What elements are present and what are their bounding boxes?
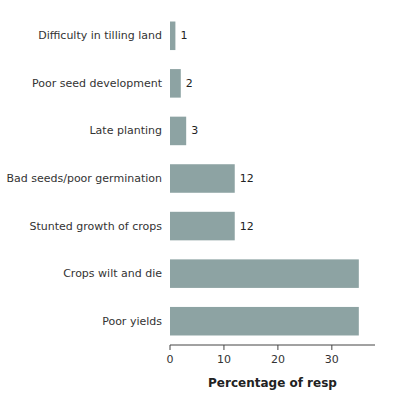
data-label: 12: [240, 220, 254, 233]
data-label: 1: [180, 29, 187, 42]
bar: [170, 212, 235, 241]
tick-label: 30: [325, 353, 339, 366]
category-label: Poor seed development: [32, 77, 163, 90]
x-axis-title: Percentage of resp: [208, 376, 337, 390]
bar: [170, 164, 235, 193]
bar: [170, 69, 181, 98]
data-label: 3: [191, 124, 198, 137]
category-label: Crops wilt and die: [63, 267, 162, 280]
category-label: Bad seeds/poor germination: [6, 172, 162, 185]
tick-mark: [170, 345, 171, 350]
tick-mark: [277, 345, 278, 350]
data-label: 2: [186, 77, 193, 90]
tick-mark: [331, 345, 332, 350]
category-label: Late planting: [89, 124, 162, 137]
category-label: Poor yields: [102, 315, 162, 328]
chart: Difficulty in tilling land Poor seed deve…: [0, 0, 397, 397]
bar: [170, 117, 186, 146]
tick-label: 20: [271, 353, 285, 366]
data-label: 12: [240, 172, 254, 185]
bar: [170, 22, 175, 51]
category-labels: Difficulty in tilling land Poor seed deve…: [6, 29, 162, 327]
bar: [170, 307, 359, 336]
category-label: Stunted growth of crops: [30, 220, 163, 233]
tick-label: 10: [217, 353, 231, 366]
tick-mark: [223, 345, 224, 350]
bars: [170, 22, 359, 336]
bar: [170, 259, 359, 288]
data-labels: 1231212: [180, 29, 253, 232]
axis-line: [170, 345, 375, 346]
tick-label: 0: [167, 353, 174, 366]
x-axis: 0 10 20 30: [167, 345, 376, 366]
category-label: Difficulty in tilling land: [38, 29, 162, 42]
